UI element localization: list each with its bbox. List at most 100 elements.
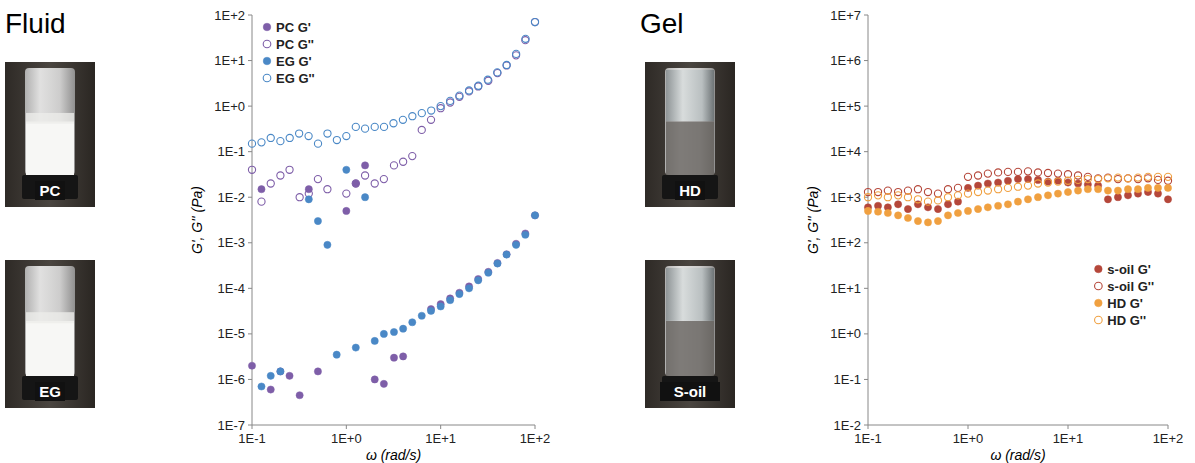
page: FluidGelPCEGHDS-oil1E-71E-61E-51E-41E-31… [0,0,1195,463]
data-point [944,201,951,208]
chart: 1E-21E-11E+01E+11E+21E+31E+41E+51E+61E+7… [805,8,1183,463]
x-tick-label: 1E+1 [425,431,456,446]
y-tick-label: 1E-6 [218,372,245,387]
data-point [1054,170,1061,177]
data-point [258,139,265,146]
series [248,162,538,399]
y-tick-label: 1E-1 [218,144,245,159]
vial-liquid-edge [26,113,74,124]
y-tick [864,288,868,289]
data-point [934,205,941,212]
legend-marker [263,57,271,65]
data-point [503,62,510,69]
y-tick-label: 1E+1 [830,281,861,296]
data-point [475,83,482,90]
data-point [512,241,519,248]
data-point [1044,192,1051,199]
y-tick [864,106,868,107]
data-point [1164,184,1171,191]
y-tick [864,15,868,16]
data-point [286,134,293,141]
x-tick [346,425,347,429]
legend: PC G'PC G''EG G'EG G'' [263,20,315,86]
data-point [361,162,368,169]
vial-gel [666,268,714,321]
data-point [895,201,902,208]
y-tick-label: 1E+7 [830,8,861,23]
data-point [333,351,340,358]
vial-empty [666,122,714,176]
data-point [944,186,951,193]
legend-label: EG G'' [276,71,315,86]
data-point [371,337,378,344]
data-point [390,120,397,127]
vial-photo: HD [645,62,735,207]
y-tick [864,242,868,243]
data-point [343,166,350,173]
legend-label: s-oil G' [1107,262,1151,277]
photo-background [645,62,735,207]
data-point [924,188,931,195]
data-point [1124,186,1131,193]
data-point [343,190,350,197]
data-point [390,162,397,169]
data-point [1084,186,1091,193]
data-point [1114,174,1121,181]
data-point [258,186,265,193]
data-point [513,50,520,57]
data-point [324,186,331,193]
data-point [494,69,501,76]
y-tick-label: 1E+4 [830,144,861,159]
data-point [352,344,359,351]
data-point [1095,175,1102,182]
data-point [1144,173,1151,180]
data-point [456,290,463,297]
data-point [895,212,902,219]
series [864,168,1171,197]
y-tick-label: 1E-2 [218,190,245,205]
data-point [428,107,435,114]
data-point [1134,174,1141,181]
y-tick [248,106,252,107]
photo-label: PC [40,182,61,199]
data-point [277,368,284,375]
data-point [437,103,444,110]
y-tick-label: 1E-4 [218,281,245,296]
data-point [995,202,1002,209]
data-point [427,116,434,123]
y-tick-label: 1E-5 [218,326,245,341]
y-tick [864,333,868,334]
photo-label: EG [39,383,61,400]
vial-glass [665,266,715,376]
data-point [248,140,255,147]
data-point [380,330,387,337]
data-point [1034,194,1041,201]
vial-glass [25,266,75,376]
data-point [418,110,425,117]
data-point [924,219,931,226]
series [864,173,1171,205]
data-point [1104,196,1111,203]
y-tick [248,242,252,243]
series [258,166,539,390]
data-point [1024,168,1031,175]
data-point [1154,173,1161,180]
x-tick-label: 1E+1 [1053,431,1084,446]
data-point [475,277,482,284]
data-point [1024,182,1031,189]
y-tick [864,60,868,61]
data-point [1164,196,1171,203]
data-point [864,207,871,214]
legend-marker [263,23,271,31]
data-point [277,172,284,179]
data-point [1044,179,1051,186]
legend-label: PC G'' [276,37,314,52]
data-point [296,392,303,399]
data-point [456,92,463,99]
y-tick-label: 1E+0 [214,99,245,114]
legend-marker [1095,299,1103,307]
vial-liquid [26,122,74,176]
x-tick [535,425,536,429]
data-point [418,126,425,133]
data-point [944,194,951,201]
